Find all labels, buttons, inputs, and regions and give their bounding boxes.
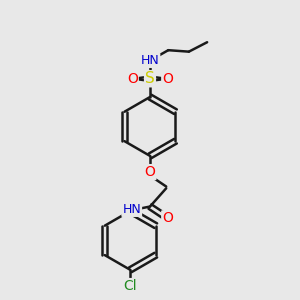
Text: O: O — [162, 211, 173, 225]
Text: O: O — [162, 72, 173, 86]
Text: O: O — [127, 72, 138, 86]
Text: HN: HN — [122, 203, 141, 216]
Text: O: O — [145, 165, 155, 179]
Text: Cl: Cl — [124, 279, 137, 293]
Text: HN: HN — [141, 54, 159, 67]
Text: S: S — [145, 71, 155, 86]
